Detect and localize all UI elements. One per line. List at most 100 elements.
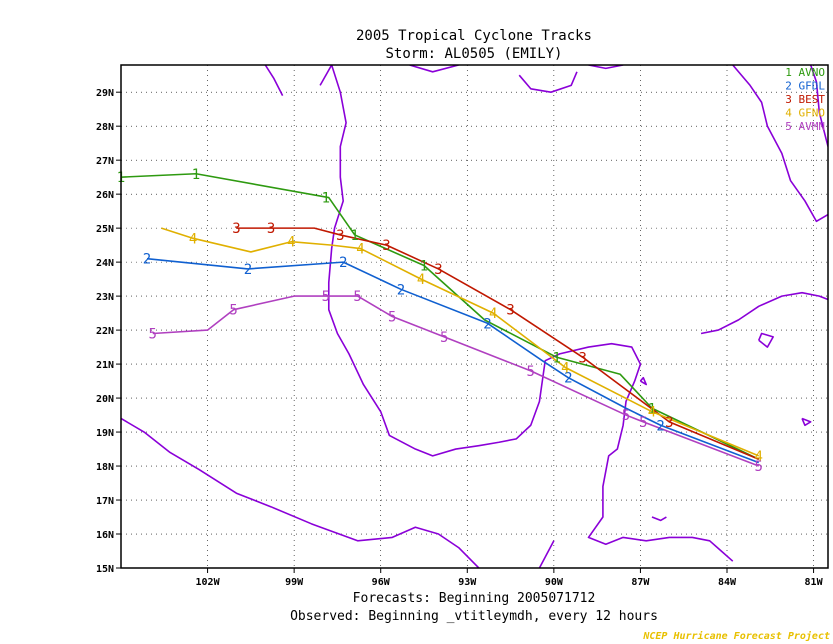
track-marker-gfno: 4 [287,235,295,251]
track-marker-avmn: 5 [440,330,448,346]
credit-text: NCEP Hurricane Forecast Project [642,630,830,642]
track-marker-gfno: 4 [561,360,569,376]
coastline [801,417,812,427]
coastline [651,516,667,522]
coastline [409,65,459,73]
track-marker-best: 3 [434,262,442,278]
coastline [327,65,734,562]
legend-item-best: 3 BEST [785,93,825,106]
x-tick-label: 84W [718,577,737,588]
legend-item-avno: 1 AVNO [785,66,825,79]
coastline [700,291,828,335]
x-tick-label: 93W [458,577,477,588]
track-line-best [236,227,760,460]
y-tick-label: 28N [96,122,114,133]
track-lines-layer [121,172,760,467]
track-marker-gfno: 4 [755,449,763,465]
track-marker-avmn: 5 [388,310,396,326]
track-marker-gfno: 4 [356,242,364,258]
track-marker-gfdl: 2 [564,371,572,387]
track-marker-avmn: 5 [527,364,535,380]
chart-subtitle: Storm: AL0505 (EMILY) [385,46,562,62]
coastline [319,65,333,86]
track-marker-avmn: 5 [755,459,763,475]
legend-item-gfdl: 2 GFDL [785,80,825,93]
coastline [809,65,828,147]
y-tick-label: 18N [96,462,114,473]
coastline [588,65,624,70]
track-marker-avno: 1 [351,228,359,244]
track-marker-gfdl: 2 [397,282,405,298]
plot-frame [120,64,829,569]
y-tick-label: 29N [96,88,114,99]
track-marker-gfdl: 2 [483,316,491,332]
track-marker-gfdl: 2 [244,262,252,278]
track-marker-gfdl: 2 [656,418,664,434]
y-tick-label: 23N [96,292,114,303]
axis-labels: 102W 99W 96W 93W 90W 87W 84W 81W 15N 16N 17N 18N 19N… [96,88,824,588]
coastline [732,65,828,223]
x-tick-label: 87W [631,577,650,588]
track-marker-best: 3 [506,303,514,319]
track-marker-avno: 1 [192,167,200,183]
y-tick-label: 26N [96,190,114,201]
track-marker-avno: 1 [553,350,561,366]
x-tick-label: 102W [196,577,221,588]
track-marker-best: 3 [665,415,673,431]
coastline [538,540,555,568]
track-marker-avmn: 5 [229,303,237,319]
track-marker-best: 3 [232,221,240,237]
track-marker-gfdl: 2 [143,252,151,268]
track-line-gfdl [146,257,760,464]
track-marker-best: 3 [578,350,586,366]
track-marker-avmn: 5 [353,289,361,305]
track-line-avno [121,172,760,460]
track-marker-avmn: 5 [322,289,330,305]
y-tick-label: 15N [96,564,114,575]
forecast-caption: Forecasts: Beginning 2005071712 [353,591,596,606]
track-line-avmn [152,295,760,467]
y-tick-label: 22N [96,326,114,337]
chart-title: 2005 Tropical Cyclone Tracks [356,28,592,44]
coastline [758,332,774,348]
x-tick-label: 90W [545,577,564,588]
track-marker-avmn: 5 [149,326,157,342]
coastline [639,376,648,386]
track-marker-avno: 1 [648,401,656,417]
coastline [264,65,284,96]
track-marker-gfno: 4 [189,231,197,247]
coastline-layer [121,65,828,568]
track-marker-gfno: 4 [648,405,656,421]
y-tick-label: 19N [96,428,114,439]
x-tick-label: 99W [285,577,304,588]
y-tick-label: 25N [96,224,114,235]
y-tick-label: 17N [96,496,114,507]
grid-lines [121,65,828,569]
track-marker-best: 3 [382,238,390,254]
track-line-gfno [161,227,760,457]
y-tick-label: 21N [96,360,114,371]
x-tick-label: 96W [372,577,391,588]
x-tick-label: 81W [805,577,824,588]
track-marker-avno: 1 [322,191,330,207]
legend-item-gfno: 4 GFNO [785,107,825,120]
track-marker-best: 3 [336,228,344,244]
track-marker-gfdl: 2 [339,255,347,271]
coastline [518,71,578,93]
track-marker-best: 3 [267,221,275,237]
y-tick-label: 20N [96,394,114,405]
track-marker-gfno: 4 [417,272,425,288]
legend-item-avmn: 5 AVMN [785,120,825,133]
y-tick-label: 16N [96,530,114,541]
y-tick-label: 24N [96,258,114,269]
track-marker-avmn: 5 [639,415,647,431]
y-tick-label: 27N [96,156,114,167]
track-marker-avno: 1 [420,259,428,275]
coastline [121,417,480,568]
observed-caption: Observed: Beginning _vtitleymdh, every 1… [290,609,658,624]
track-marker-gfno: 4 [489,306,497,322]
track-marker-avmn: 5 [622,408,630,424]
